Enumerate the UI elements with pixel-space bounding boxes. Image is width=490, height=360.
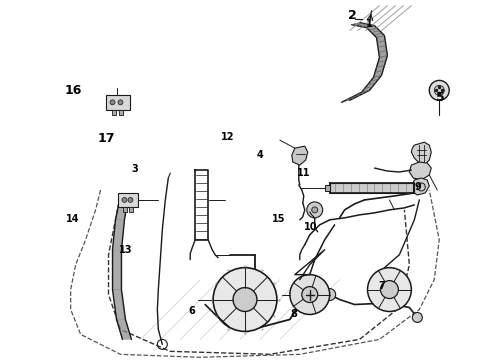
Text: 3: 3 <box>132 164 139 174</box>
Polygon shape <box>112 110 116 115</box>
Text: 7: 7 <box>378 281 385 291</box>
Circle shape <box>122 197 127 202</box>
Circle shape <box>302 287 318 302</box>
Circle shape <box>233 288 257 311</box>
Text: 4: 4 <box>256 150 263 160</box>
Text: 1: 1 <box>366 19 373 29</box>
Text: 2: 2 <box>348 9 357 22</box>
Polygon shape <box>367 26 385 37</box>
Polygon shape <box>105 95 130 110</box>
Polygon shape <box>119 193 138 207</box>
Text: 14: 14 <box>67 215 80 224</box>
Polygon shape <box>113 220 124 250</box>
Circle shape <box>417 183 425 191</box>
Polygon shape <box>342 90 369 102</box>
Text: 17: 17 <box>97 132 115 145</box>
Circle shape <box>307 202 323 218</box>
Polygon shape <box>376 36 388 58</box>
Circle shape <box>290 275 330 315</box>
Text: 8: 8 <box>291 310 297 319</box>
Polygon shape <box>325 185 330 191</box>
Polygon shape <box>409 162 431 180</box>
Polygon shape <box>129 207 133 212</box>
Text: 11: 11 <box>297 168 310 178</box>
Circle shape <box>297 276 313 293</box>
Polygon shape <box>292 146 308 165</box>
Circle shape <box>380 280 398 298</box>
Text: 13: 13 <box>119 245 132 255</box>
Text: 9: 9 <box>415 182 422 192</box>
Polygon shape <box>352 23 374 28</box>
Polygon shape <box>113 250 122 289</box>
Polygon shape <box>120 110 123 115</box>
Circle shape <box>118 100 123 105</box>
Polygon shape <box>117 319 131 339</box>
Polygon shape <box>330 183 415 193</box>
Text: 15: 15 <box>272 215 286 224</box>
Text: 16: 16 <box>65 84 82 97</box>
Polygon shape <box>373 55 388 77</box>
Circle shape <box>110 100 115 105</box>
Circle shape <box>429 80 449 100</box>
Circle shape <box>128 197 133 202</box>
Polygon shape <box>412 178 429 195</box>
Text: 10: 10 <box>304 222 318 231</box>
Circle shape <box>213 268 277 332</box>
Polygon shape <box>362 75 382 92</box>
Text: 5: 5 <box>436 91 444 104</box>
Polygon shape <box>113 289 125 319</box>
Text: 12: 12 <box>221 132 235 142</box>
Circle shape <box>413 312 422 323</box>
Circle shape <box>324 289 336 301</box>
Polygon shape <box>116 195 128 220</box>
Polygon shape <box>123 207 127 212</box>
Circle shape <box>368 268 412 311</box>
Text: 6: 6 <box>188 306 195 316</box>
Polygon shape <box>412 142 431 165</box>
Circle shape <box>312 207 318 213</box>
